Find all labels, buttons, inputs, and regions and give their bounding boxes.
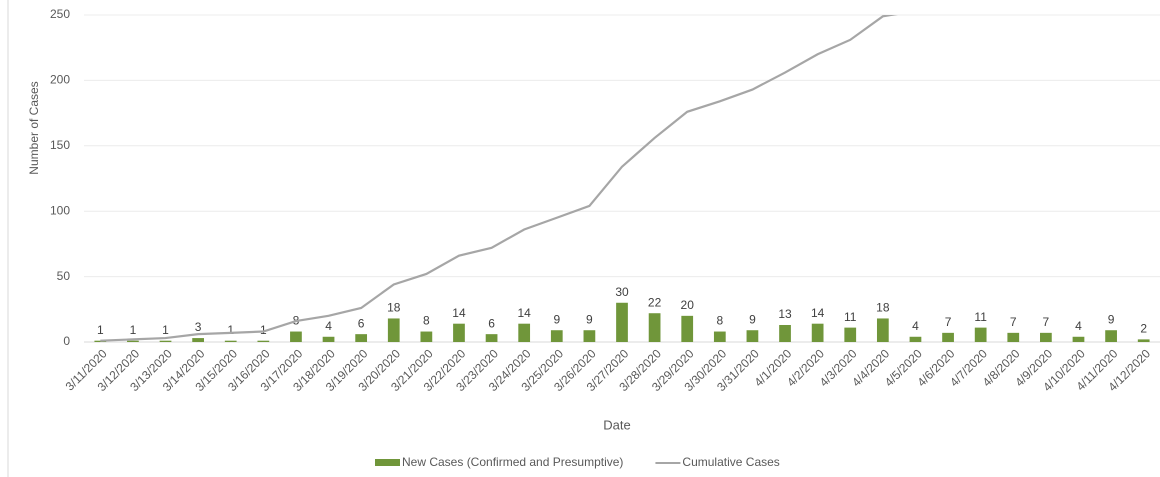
legend-swatch bbox=[375, 459, 400, 466]
bar bbox=[909, 336, 922, 342]
x-axis-title: Date bbox=[603, 417, 630, 432]
bar bbox=[192, 338, 204, 342]
bar bbox=[713, 331, 726, 342]
bar bbox=[94, 340, 107, 342]
data-label: 9 bbox=[553, 312, 560, 326]
data-label: 2 bbox=[1140, 322, 1147, 336]
data-label: 1 bbox=[97, 323, 104, 337]
data-label: 6 bbox=[488, 316, 495, 330]
bar bbox=[387, 318, 400, 342]
bar bbox=[485, 334, 498, 342]
data-label: 18 bbox=[387, 301, 401, 315]
data-label: 3 bbox=[195, 320, 202, 334]
data-label: 30 bbox=[615, 285, 629, 299]
bar bbox=[1007, 332, 1020, 342]
bar bbox=[420, 331, 433, 342]
data-label: 1 bbox=[260, 323, 267, 337]
data-label: 9 bbox=[749, 312, 756, 326]
data-label: 6 bbox=[358, 316, 365, 330]
data-label: 7 bbox=[945, 315, 952, 329]
bar bbox=[746, 330, 759, 342]
line bbox=[100, 15, 898, 342]
data-label: 4 bbox=[325, 319, 332, 333]
y-tick-label: 100 bbox=[50, 203, 70, 217]
bar bbox=[322, 336, 335, 342]
bar bbox=[942, 332, 954, 342]
bar bbox=[648, 313, 661, 342]
bar bbox=[290, 331, 302, 342]
data-label: 13 bbox=[778, 307, 792, 321]
data-label: 14 bbox=[811, 306, 825, 320]
bar bbox=[583, 330, 596, 342]
bar bbox=[355, 334, 368, 342]
data-label: 1 bbox=[162, 323, 169, 337]
bar bbox=[550, 330, 563, 342]
bar bbox=[616, 302, 628, 342]
y-tick-label: 50 bbox=[57, 269, 71, 283]
bar bbox=[453, 323, 465, 342]
data-label: 7 bbox=[1010, 315, 1017, 329]
y-tick-label: 200 bbox=[50, 73, 70, 87]
data-label: 14 bbox=[452, 306, 466, 320]
bar bbox=[224, 340, 237, 342]
data-label: 8 bbox=[423, 314, 430, 328]
data-label: 7 bbox=[1043, 315, 1050, 329]
data-label: 14 bbox=[518, 306, 532, 320]
data-label: 8 bbox=[716, 314, 723, 328]
bar bbox=[159, 340, 172, 342]
data-label: 4 bbox=[912, 319, 919, 333]
bar bbox=[876, 318, 889, 342]
bar bbox=[1072, 336, 1085, 342]
bar bbox=[1040, 332, 1052, 342]
data-label: 11 bbox=[974, 310, 987, 324]
bar bbox=[1137, 339, 1150, 342]
bar bbox=[127, 340, 139, 342]
data-label: 1 bbox=[227, 323, 234, 337]
bar bbox=[518, 323, 531, 342]
y-tick-label: 150 bbox=[50, 138, 70, 152]
data-label: 18 bbox=[876, 301, 890, 315]
y-axis-title: Number of Cases bbox=[27, 81, 41, 174]
bar bbox=[974, 327, 987, 342]
data-label: 1 bbox=[130, 323, 137, 337]
bar bbox=[844, 327, 857, 342]
bar bbox=[779, 324, 791, 342]
bar bbox=[1105, 330, 1117, 342]
bar bbox=[681, 315, 694, 342]
legend-label: New Cases (Confirmed and Presumptive) bbox=[402, 455, 623, 469]
legend-label: Cumulative Cases bbox=[682, 455, 779, 469]
y-tick-label: 250 bbox=[50, 7, 70, 21]
data-label: 20 bbox=[681, 298, 695, 312]
data-label: 9 bbox=[586, 312, 593, 326]
bar bbox=[257, 340, 270, 342]
legend: New Cases (Confirmed and Presumptive) Cum… bbox=[375, 455, 780, 469]
bar bbox=[811, 323, 824, 342]
data-label: 11 bbox=[844, 310, 857, 324]
data-label: 22 bbox=[648, 295, 662, 309]
data-label: 4 bbox=[1075, 319, 1082, 333]
data-label: 9 bbox=[1108, 312, 1115, 326]
y-tick-label: 0 bbox=[63, 334, 70, 348]
